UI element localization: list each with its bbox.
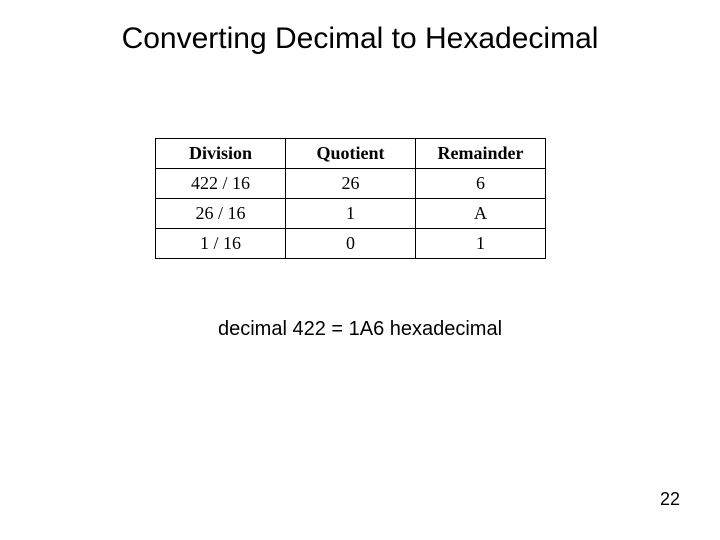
header-quotient: Quotient (286, 139, 416, 169)
table-row: 26 / 16 1 A (156, 199, 546, 229)
page-number: 22 (660, 489, 680, 510)
cell-remainder: 1 (416, 229, 546, 259)
header-remainder: Remainder (416, 139, 546, 169)
cell-quotient: 1 (286, 199, 416, 229)
cell-division: 1 / 16 (156, 229, 286, 259)
caption: decimal 422 = 1A6 hexadecimal (0, 318, 720, 341)
header-division: Division (156, 139, 286, 169)
cell-remainder: A (416, 199, 546, 229)
table-header-row: Division Quotient Remainder (156, 139, 546, 169)
page-title: Converting Decimal to Hexadecimal (0, 22, 720, 56)
cell-division: 26 / 16 (156, 199, 286, 229)
cell-division: 422 / 16 (156, 169, 286, 199)
table-row: 422 / 16 26 6 (156, 169, 546, 199)
cell-quotient: 26 (286, 169, 416, 199)
table-row: 1 / 16 0 1 (156, 229, 546, 259)
conversion-table-wrap: Division Quotient Remainder 422 / 16 26 … (155, 138, 546, 259)
cell-quotient: 0 (286, 229, 416, 259)
cell-remainder: 6 (416, 169, 546, 199)
slide: Converting Decimal to Hexadecimal Divisi… (0, 0, 720, 540)
conversion-table: Division Quotient Remainder 422 / 16 26 … (155, 138, 546, 259)
